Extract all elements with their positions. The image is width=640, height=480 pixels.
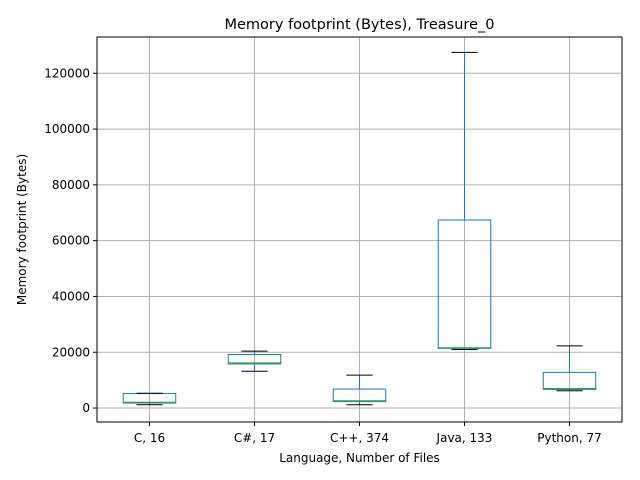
box-iqr bbox=[542, 371, 597, 390]
plot-area bbox=[122, 51, 597, 406]
y-axis-ticks: 0 20000 40000 60000 80000 100000 120000 bbox=[44, 66, 97, 415]
x-tick-label: C, 16 bbox=[134, 431, 165, 445]
x-tick-label: C++, 374 bbox=[330, 431, 389, 445]
box-iqr bbox=[227, 353, 282, 365]
y-tick-label: 20000 bbox=[52, 345, 90, 359]
y-tick-label: 100000 bbox=[44, 122, 90, 136]
x-axis-ticks: C, 16 C#, 17 C++, 374 Java, 133 Python, 77 bbox=[134, 422, 602, 445]
chart-title: Memory footprint (Bytes), Treasure_0 bbox=[225, 17, 495, 33]
y-tick-label: 60000 bbox=[52, 234, 90, 248]
box-iqr bbox=[437, 219, 492, 349]
x-axis-title: Language, Number of Files bbox=[279, 451, 440, 465]
y-tick-label: 0 bbox=[82, 401, 90, 415]
y-tick-label: 40000 bbox=[52, 289, 90, 303]
grid-lines bbox=[97, 37, 622, 422]
y-tick-label: 80000 bbox=[52, 178, 90, 192]
y-tick-label: 120000 bbox=[44, 66, 90, 80]
y-axis-title: Memory footprint (Bytes) bbox=[15, 154, 29, 305]
box-iqr bbox=[332, 388, 387, 403]
x-tick-label: Java, 133 bbox=[436, 431, 493, 445]
x-tick-label: Python, 77 bbox=[537, 431, 602, 445]
x-tick-label: C#, 17 bbox=[234, 431, 275, 445]
